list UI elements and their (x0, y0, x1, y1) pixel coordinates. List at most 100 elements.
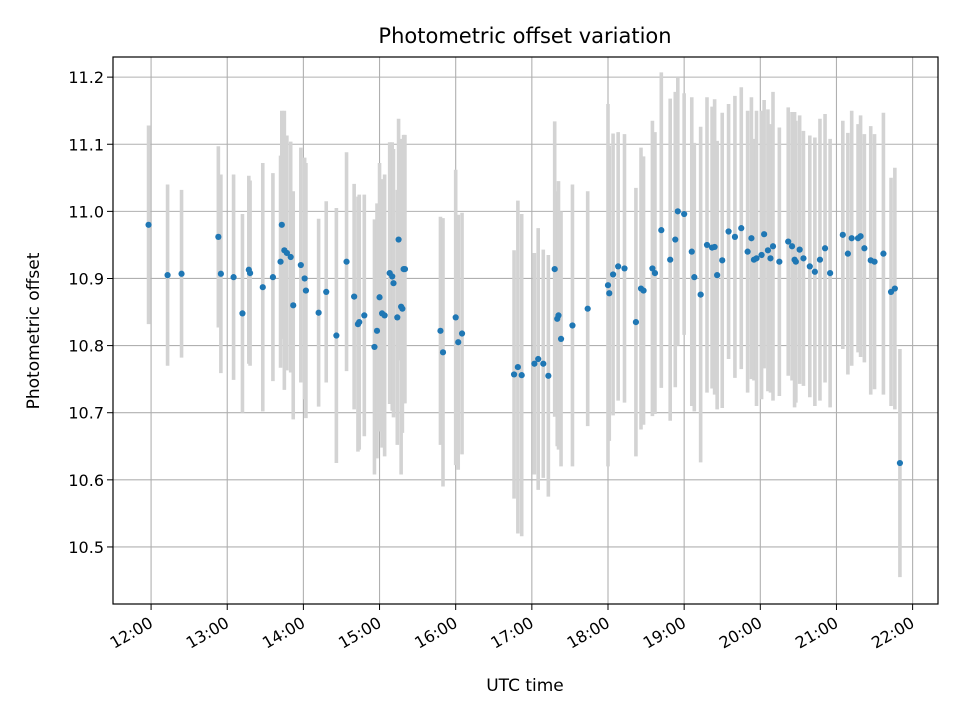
data-point (455, 339, 462, 346)
data-point (758, 251, 765, 259)
data-point (871, 258, 878, 265)
data-point (145, 221, 152, 228)
data-point (796, 246, 803, 253)
data-points (145, 208, 904, 467)
data-point (246, 270, 254, 277)
data-point (373, 327, 381, 334)
data-point (844, 250, 851, 257)
data-point (283, 249, 290, 257)
data-point (323, 288, 330, 296)
data-point (806, 263, 813, 270)
data-point (738, 225, 745, 232)
data-point (615, 263, 622, 270)
data-point (333, 332, 340, 339)
data-point (891, 285, 898, 292)
data-point (632, 319, 640, 326)
data-point (545, 372, 552, 379)
data-point (785, 238, 792, 245)
data-point (531, 360, 538, 367)
y-tick-label: 10.7 (68, 404, 104, 423)
x-tick-label: 14:00 (259, 613, 308, 653)
data-point (839, 231, 846, 238)
data-point (439, 349, 447, 356)
data-point (792, 258, 799, 265)
data-point (827, 270, 834, 277)
data-point (649, 265, 656, 272)
y-tick-label: 11.1 (68, 135, 104, 154)
data-point (816, 256, 824, 263)
data-point (767, 255, 774, 262)
y-tick-label: 10.6 (68, 471, 104, 490)
data-point (714, 272, 721, 279)
data-point (215, 233, 222, 240)
data-point (510, 371, 518, 378)
data-point (164, 272, 171, 279)
data-point (389, 273, 396, 280)
data-point (621, 265, 628, 272)
x-tick-label: 16:00 (411, 613, 460, 653)
x-tick-label: 17:00 (487, 613, 536, 653)
data-point (674, 208, 681, 215)
x-tick-label: 19:00 (640, 613, 689, 653)
data-point (731, 233, 739, 240)
data-point (343, 258, 350, 265)
data-point (269, 274, 277, 281)
data-point (555, 312, 562, 319)
data-point (744, 248, 751, 255)
data-point (769, 243, 777, 250)
data-point (297, 261, 304, 269)
data-point (452, 314, 459, 321)
data-point (811, 268, 818, 275)
data-point (230, 274, 237, 281)
data-point (437, 327, 444, 334)
x-tick-label: 13:00 (183, 613, 232, 653)
data-point (609, 271, 617, 278)
data-point (376, 294, 383, 301)
data-point (688, 248, 695, 255)
x-axis-ticks: 12:00 13:00 14:00 15:00 16:00 17:00 18:00 19:00… (107, 604, 918, 653)
data-point (725, 228, 732, 235)
data-point (672, 236, 679, 243)
chart-title: Photometric offset variation (378, 24, 671, 48)
x-tick-label: 21:00 (792, 613, 841, 653)
data-point (361, 312, 368, 319)
data-point (848, 235, 855, 242)
data-point (753, 255, 760, 262)
data-point (861, 245, 868, 252)
data-point (761, 231, 768, 238)
data-point (569, 322, 576, 329)
data-point (394, 314, 401, 321)
data-point (351, 293, 358, 300)
data-point (371, 343, 378, 351)
x-axis-label: UTC time (486, 676, 564, 696)
data-point (703, 241, 711, 249)
data-point (651, 270, 659, 277)
data-point (719, 257, 726, 264)
data-point (691, 274, 698, 281)
y-tick-label: 10.8 (68, 337, 104, 356)
data-point (667, 256, 674, 263)
data-point (395, 236, 402, 243)
data-point (259, 284, 266, 291)
y-tick-label: 10.9 (68, 269, 104, 288)
data-point (514, 363, 521, 371)
y-tick-label: 11.2 (68, 68, 104, 87)
data-point (239, 310, 246, 317)
data-point (401, 265, 409, 273)
data-point (880, 250, 887, 257)
data-point (788, 243, 796, 250)
data-point (748, 235, 755, 242)
x-tick-label: 15:00 (335, 613, 384, 653)
data-point (557, 335, 565, 342)
data-point (857, 233, 864, 240)
data-point (697, 291, 704, 298)
data-point (551, 265, 558, 273)
data-point (315, 309, 322, 316)
data-point (658, 227, 665, 234)
x-tick-label: 22:00 (868, 613, 917, 653)
data-point (356, 319, 363, 326)
y-tick-label: 11.0 (68, 202, 104, 221)
plot-frame (112, 56, 939, 605)
x-tick-label: 12:00 (107, 613, 156, 653)
